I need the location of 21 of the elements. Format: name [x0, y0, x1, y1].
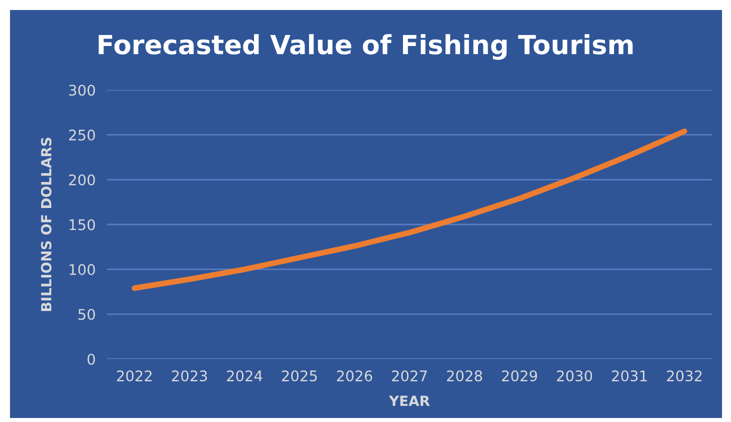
x-tick-label: 2026 [337, 370, 372, 382]
y-tick-label: 0 [88, 354, 95, 365]
x-axis-title: YEAR [388, 396, 430, 406]
y-tick-label: 150 [70, 219, 95, 230]
x-tick-label: 2024 [227, 370, 262, 382]
y-tick-label: 250 [69, 130, 95, 141]
x-tick-label: 2028 [447, 370, 482, 382]
y-tick-label: 50 [78, 308, 95, 320]
x-tick-label: 2029 [502, 370, 538, 382]
x-tick-label: 2031 [612, 370, 647, 382]
y-tick-label: 100 [70, 264, 95, 276]
y-tick-label: 200 [69, 174, 95, 186]
x-tick-label: 2025 [282, 370, 317, 382]
x-tick-label: 2023 [172, 370, 207, 382]
x-tick-label: 2022 [117, 370, 152, 382]
x-tick-label: 2032 [667, 370, 702, 382]
y-tick-label: 300 [69, 84, 95, 96]
x-tick-label: 2027 [392, 370, 427, 382]
x-tick-label: 2030 [557, 370, 592, 382]
chart-title: Forecasted Value of Fishing Tourism [98, 34, 633, 60]
y-axis-title: BILLIONS OF DOLLARS [40, 138, 52, 311]
